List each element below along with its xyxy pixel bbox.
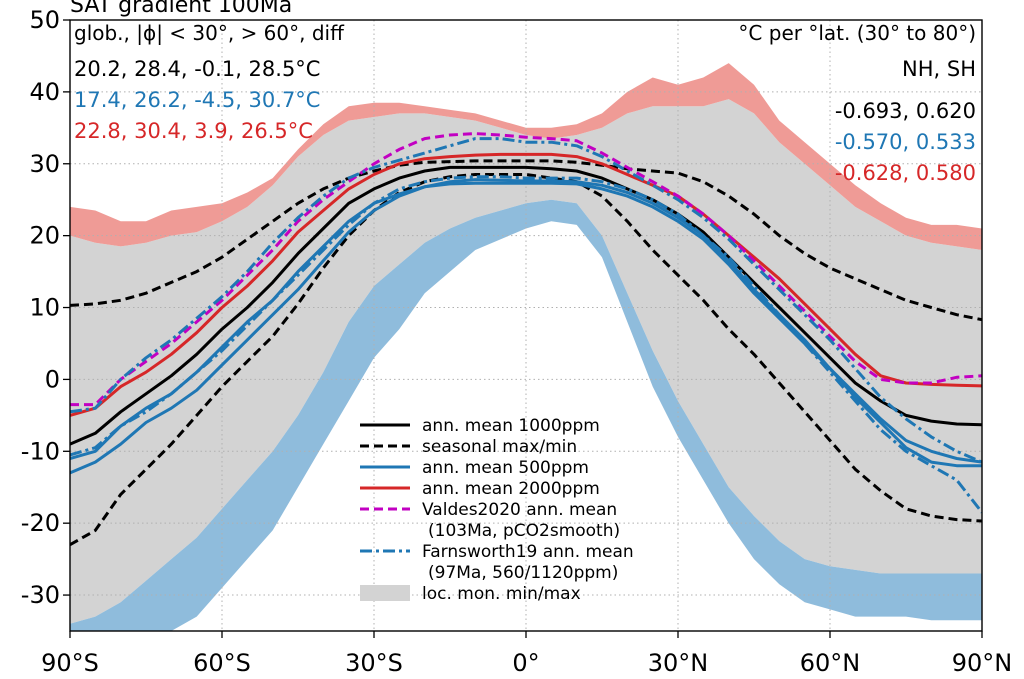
x-tick-label: 60°S (193, 649, 251, 677)
annotation-right-subheader: NH, SH (902, 57, 976, 81)
legend-swatch (360, 585, 410, 601)
x-tick-label: 90°N (952, 649, 1013, 677)
y-tick-label: 10 (29, 294, 60, 322)
y-tick-label: -20 (21, 509, 60, 537)
y-tick-label: -30 (21, 581, 60, 609)
series-line-1 (70, 159, 982, 322)
x-tick-label: 30°S (345, 649, 403, 677)
annotations: glob., |ϕ| < 30°, > 60°, diff 20.2, 28.4,… (74, 21, 976, 185)
annotation-left-line: 17.4, 26.2, -4.5, 30.7°C (74, 88, 320, 112)
series-line-8 (70, 137, 982, 464)
series-line-6 (70, 132, 982, 407)
annotation-right-header: °C per °lat. (30° to 80°) (738, 21, 976, 45)
legend-label: loc. mon. min/max (422, 584, 581, 604)
legend-label: ann. mean 2000ppm (422, 479, 600, 499)
band-1 (70, 63, 982, 250)
y-tick-label: 40 (29, 78, 60, 106)
annotation-left-header: glob., |ϕ| < 30°, > 60°, diff (74, 21, 345, 45)
annotation-left-line: 20.2, 28.4, -0.1, 28.5°C (74, 57, 320, 81)
series-line-7 (70, 175, 982, 514)
y-tick-label: -10 (21, 437, 60, 465)
legend-label: (103Ma, pCO2smooth) (428, 521, 620, 541)
y-tick-label: 20 (29, 222, 60, 250)
series-line-4 (70, 178, 982, 475)
series-lines (70, 132, 982, 547)
legend-label: ann. mean 500ppm (422, 458, 589, 478)
series-line-0 (70, 165, 982, 446)
legend-label: ann. mean 1000ppm (422, 416, 600, 436)
annotation-right-line: -0.570, 0.533 (835, 130, 976, 154)
axis-ticks: 90°S 60°S 30°S 0° 30°N 60°N 90°N -30 -20 -10 0 10 20… (21, 6, 1012, 677)
y-tick-label: 50 (29, 6, 60, 34)
annotation-left-line: 22.8, 30.4, 3.9, 26.5°C (74, 119, 313, 143)
legend-label: Valdes2020 ann. mean (422, 500, 617, 520)
y-tick-label: 30 (29, 150, 60, 178)
grid-lines (70, 20, 982, 631)
x-tick-label: 30°N (648, 649, 709, 677)
legend-label: (97Ma, 560/1120ppm) (428, 563, 618, 583)
x-tick-label: 90°S (41, 649, 99, 677)
annotation-right-line: -0.693, 0.620 (835, 99, 976, 123)
series-line-5 (70, 152, 982, 417)
annotation-right-line: -0.628, 0.580 (835, 161, 976, 185)
y-tick-label: 0 (45, 365, 60, 393)
series-line-2 (70, 173, 982, 547)
legend-label: Farnsworth19 ann. mean (422, 542, 634, 562)
x-tick-label: 60°N (800, 649, 861, 677)
x-tick-label: 0° (512, 649, 539, 677)
chart-title: SAT gradient 100Ma (70, 0, 292, 18)
legend-label: seasonal max/min (422, 437, 577, 457)
